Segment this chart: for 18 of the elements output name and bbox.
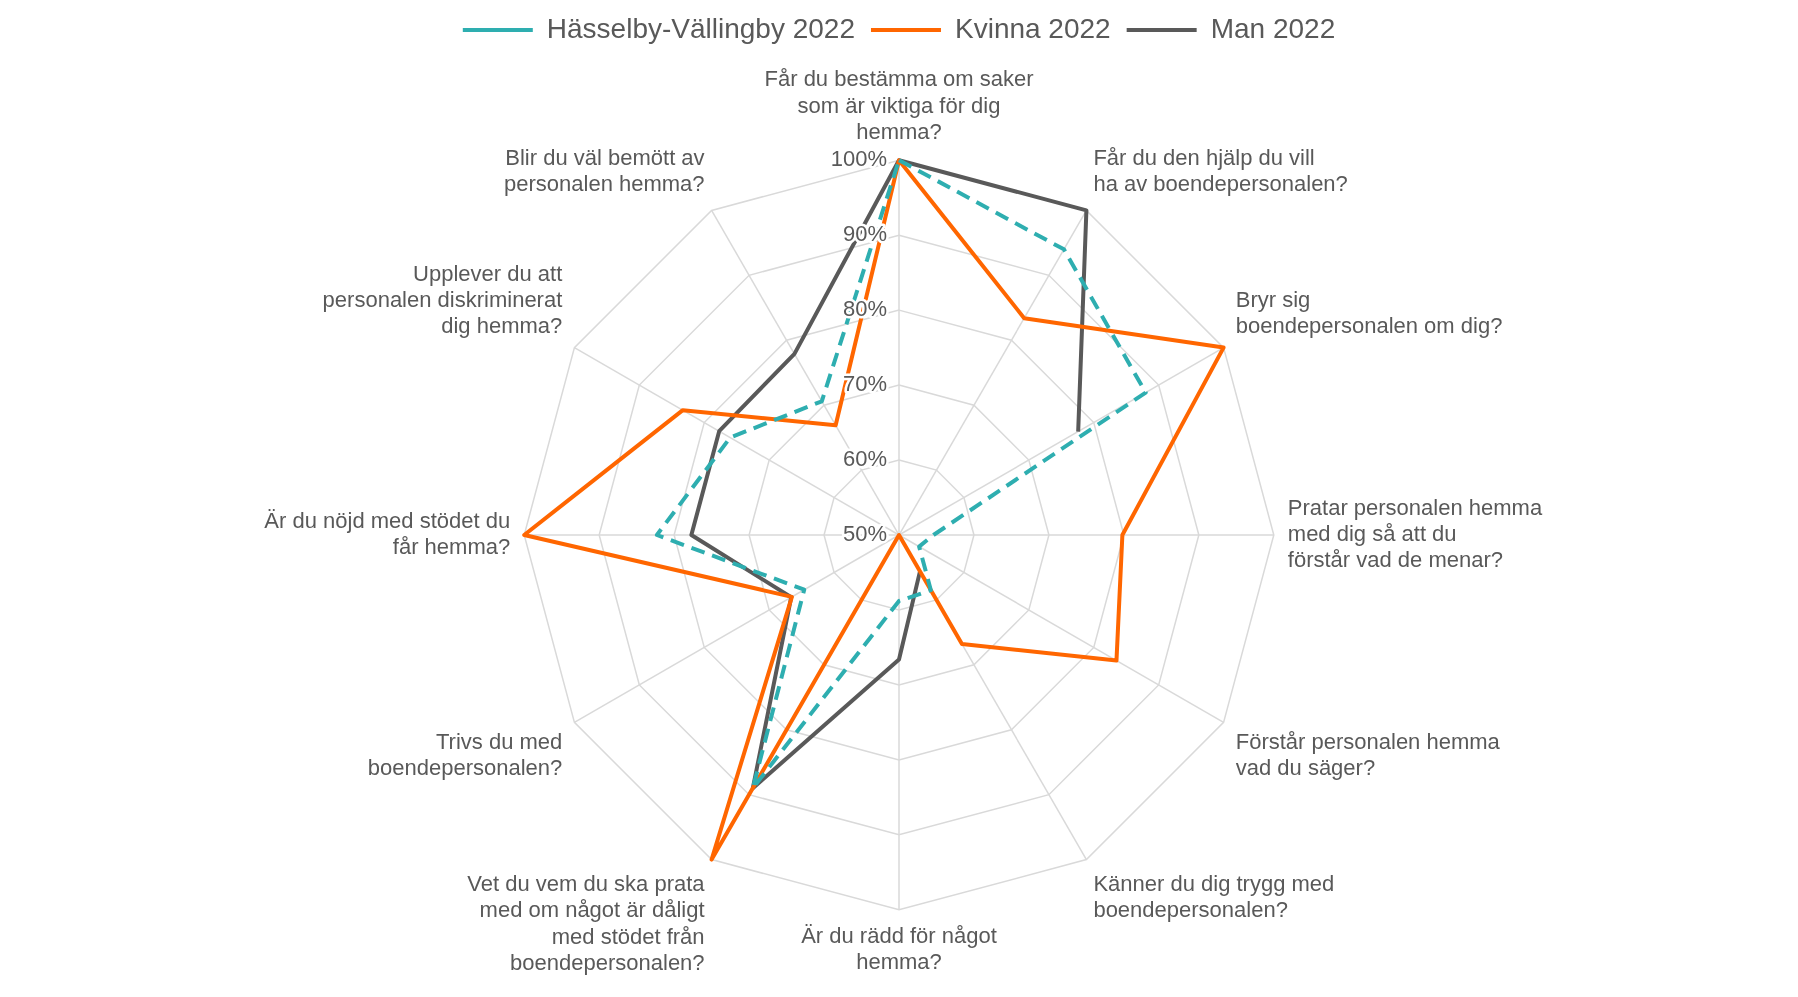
spoke-label: Vet du vem du ska prata med om något är dåligt med stödet från boendepersonalen? [467, 870, 706, 976]
spoke-label: Upplever du att personalen diskriminerat dig hemma? [322, 260, 563, 339]
y-tick-label: 100% [830, 146, 887, 172]
spoke-label: Är du nöjd med stödet du får hemma? [264, 507, 511, 560]
spoke-label: Känner du dig trygg med boendepersonalen? [1093, 870, 1335, 923]
y-tick-label: 60% [842, 446, 887, 472]
spoke-label: Får du den hjälp du vill ha av boendepersonalen? [1093, 144, 1348, 197]
spoke-label: Bryr sig boendepersonalen om dig? [1235, 287, 1503, 339]
legend-label: Kvinna 2022 [954, 12, 1111, 44]
legend-label: Hässelby-Vällingby 2022 [546, 12, 855, 44]
spoke-label: Blir du väl bemött av personalen hemma? [504, 144, 705, 197]
spoke-label: Är du rädd för något hemma? [801, 923, 997, 975]
spoke-label: Trivs du med boendepersonalen? [367, 728, 563, 781]
legend-label: Man 2022 [1210, 12, 1336, 44]
spoke-label: Får du bestämma om saker som är viktiga för dig hemma? [764, 66, 1034, 145]
spoke-label: Förstår personalen hemma vad du säger? [1235, 728, 1501, 781]
spoke-label: Pratar personalen hemma med dig så att du förstår vad de menar? [1287, 494, 1543, 573]
y-tick-label: 50% [842, 521, 887, 547]
